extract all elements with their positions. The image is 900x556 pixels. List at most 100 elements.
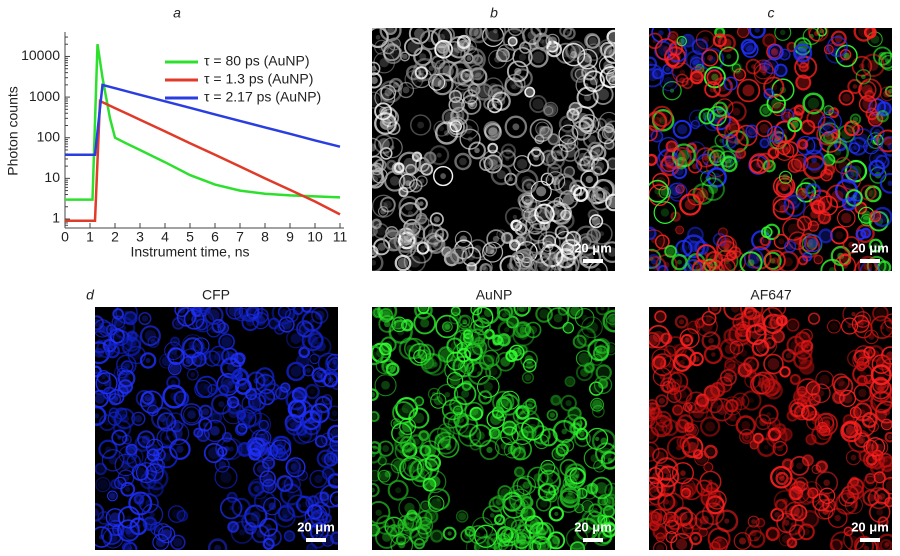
- cell-body: [330, 428, 338, 440]
- cell-body: [770, 48, 779, 56]
- panel-label: a: [173, 5, 181, 21]
- cell-body: [329, 447, 338, 460]
- cell: [405, 163, 417, 176]
- cell: [604, 342, 615, 356]
- cell: [123, 447, 144, 468]
- cell-body: [544, 469, 554, 479]
- cell: [379, 147, 393, 160]
- cell-body: [404, 502, 415, 513]
- cell: [722, 396, 742, 416]
- cell: [752, 432, 764, 444]
- cell-body: [191, 307, 202, 317]
- cell-body: [213, 414, 220, 421]
- cell: [561, 438, 575, 452]
- cell-body: [492, 339, 499, 346]
- scale-bar: [306, 538, 326, 542]
- cell-body: [564, 464, 573, 472]
- cell: [121, 336, 142, 357]
- cell-body: [218, 461, 227, 470]
- cell: [796, 395, 812, 410]
- cell-body: [815, 28, 822, 35]
- cell-body: [500, 356, 511, 367]
- cell-body: [525, 87, 535, 97]
- cell: [508, 255, 532, 271]
- cell: [672, 353, 692, 372]
- cell-body: [764, 35, 774, 46]
- cell: [880, 320, 892, 338]
- cell-body: [883, 89, 892, 98]
- cell-body: [850, 407, 861, 418]
- cell-body: [170, 392, 179, 401]
- cell-body: [652, 116, 662, 127]
- cell: [456, 347, 472, 363]
- cell: [544, 200, 567, 223]
- cell-body: [707, 448, 715, 456]
- cell: [710, 381, 726, 398]
- cell-body: [561, 428, 568, 435]
- cell-body: [109, 512, 121, 523]
- cell-body: [702, 111, 712, 121]
- cell: [876, 109, 889, 123]
- cell-body: [122, 374, 131, 383]
- cell-body: [576, 124, 588, 137]
- cell: [603, 521, 615, 533]
- cell-body: [474, 147, 480, 154]
- cell: [491, 91, 511, 111]
- cell: [568, 101, 583, 116]
- cell-body: [459, 157, 467, 166]
- cell-body: [591, 399, 603, 410]
- cell: [227, 400, 242, 415]
- cell-body: [659, 415, 668, 424]
- cell-body: [228, 408, 239, 419]
- cell-body: [217, 322, 229, 334]
- cell-body: [740, 349, 748, 357]
- cell-body: [749, 377, 756, 384]
- cell-body: [558, 228, 566, 236]
- cell-body: [222, 378, 234, 391]
- cell: [807, 220, 819, 232]
- cell-body: [598, 380, 608, 390]
- cell-body: [308, 416, 316, 424]
- cell-body: [385, 120, 390, 126]
- cell: [378, 342, 393, 356]
- cell: [557, 175, 577, 195]
- cell: [767, 125, 785, 143]
- cell-body: [806, 239, 818, 250]
- x-tick-label: 8: [261, 229, 269, 245]
- cell-body: [381, 362, 388, 369]
- cell-body: [789, 160, 801, 172]
- cell-body: [498, 534, 509, 546]
- cell-body: [679, 390, 687, 399]
- cell: [860, 184, 877, 201]
- cell-body: [793, 507, 804, 518]
- cell-body: [773, 331, 784, 342]
- cell: [138, 493, 159, 514]
- cell-body: [591, 216, 601, 226]
- cell-body: [544, 153, 554, 163]
- cell: [815, 460, 828, 473]
- cell: [454, 152, 472, 171]
- cell: [546, 409, 559, 421]
- cell: [798, 61, 809, 73]
- cell-body: [430, 498, 442, 510]
- cell-body: [290, 366, 302, 377]
- cell: [764, 249, 786, 271]
- cell-body: [307, 497, 318, 508]
- cell: [461, 246, 482, 267]
- cell: [799, 232, 819, 253]
- cell: [149, 457, 166, 474]
- cell-body: [395, 487, 402, 494]
- legend-label: τ = 80 ps (AuNP): [204, 53, 310, 69]
- cell-body: [875, 307, 886, 319]
- cell-body: [552, 536, 561, 545]
- cell: [95, 476, 111, 493]
- cell-body: [161, 529, 172, 540]
- cell: [491, 429, 502, 440]
- cell-body: [808, 221, 819, 231]
- cell-body: [533, 154, 539, 161]
- cell: [569, 541, 586, 550]
- cell-body: [817, 499, 825, 506]
- cell-body: [171, 509, 182, 519]
- cell-body: [661, 464, 672, 475]
- cell: [665, 531, 678, 544]
